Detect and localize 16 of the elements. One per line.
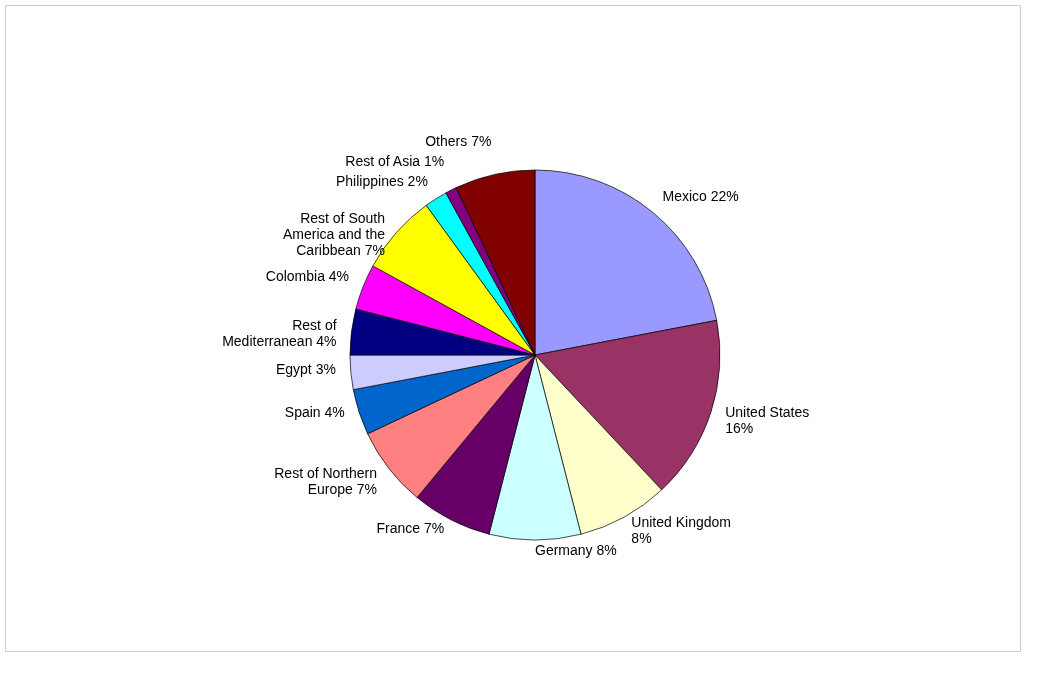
slice-label: Rest of Northern Europe 7% (274, 464, 377, 497)
slice-label: Others 7% (425, 132, 492, 149)
slice-label: Philippines 2% (335, 172, 428, 189)
slice-label: Mexico 22% (662, 187, 739, 204)
slice-label: Colombia 4% (265, 268, 350, 285)
slice-label: Spain 4% (284, 403, 345, 420)
data-label: 16% (725, 419, 754, 436)
slice-label: Rest of Asia 1% (345, 152, 445, 169)
slice-label: France 7% (376, 520, 445, 537)
slice-label: United States (725, 403, 810, 420)
data-label: 8% (631, 529, 652, 546)
slice-label: Germany 8% (535, 542, 617, 558)
slice-label: United Kingdom (631, 513, 731, 530)
slice-label: Rest of South America and the Caribbean 7% (283, 209, 386, 258)
slice-label: Egypt 3% (275, 360, 336, 377)
slice-label: Rest of Mediterranean 4% (222, 316, 337, 349)
